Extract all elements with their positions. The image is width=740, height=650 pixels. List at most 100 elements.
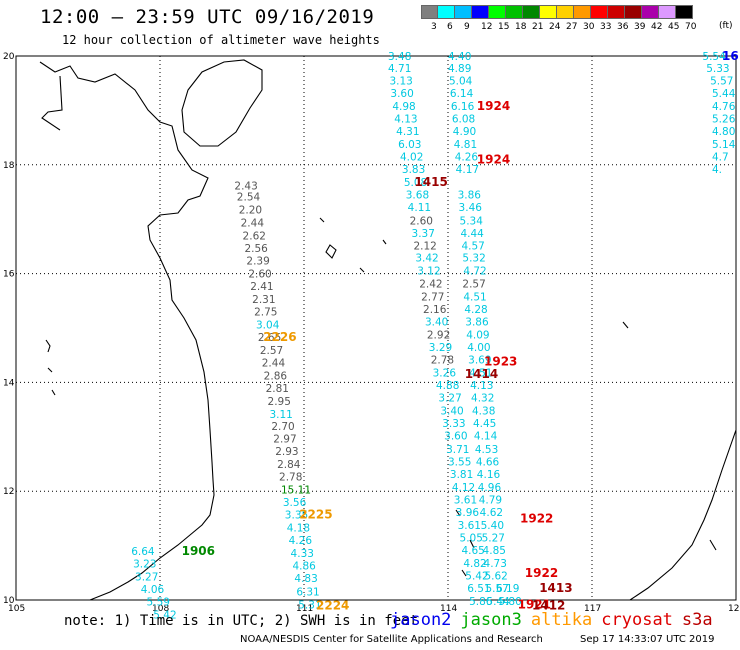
wave-height-value: 3.83 <box>402 164 425 176</box>
reef-2 <box>382 239 387 245</box>
wave-height-value: 4.38 <box>472 406 495 418</box>
wave-height-value: 4.31 <box>396 126 419 138</box>
lon-tick-label: 117 <box>584 604 601 614</box>
wave-height-value: 4.51 <box>463 291 486 303</box>
hainan-coastline <box>181 59 263 147</box>
satellite-legend: jason2 jason3 altika cryosat s3a <box>390 610 722 630</box>
legend-label: 33 <box>600 22 612 32</box>
legend-swatch: 12 <box>472 5 492 32</box>
pass-time-label: 1906 <box>182 544 215 558</box>
wave-height-value: 4.96 <box>478 482 502 494</box>
lat-tick-label: 20 <box>3 52 15 62</box>
left-island-3 <box>51 389 56 396</box>
wave-height-value: 2.97 <box>273 433 296 445</box>
wave-height-value: 4.98 <box>392 101 415 113</box>
wave-height-value: 3.27 <box>438 393 461 405</box>
legend-label: 21 <box>532 22 544 32</box>
wave-height-value: 3.60 <box>390 88 413 100</box>
wave-height-value: 3.86 <box>458 190 482 202</box>
wave-height-value: 4.82 <box>463 558 486 570</box>
legend-swatch: 42 <box>642 5 662 32</box>
pass-time-label: 16 <box>722 49 739 63</box>
wave-height-value: 3.37 <box>412 228 435 240</box>
satellite-label: altika <box>530 610 593 630</box>
pass-time-label: 1415 <box>414 175 447 189</box>
legend-label: 45 <box>668 22 680 32</box>
pass-time-label: 1414 <box>465 367 498 381</box>
legend-label: 42 <box>651 22 663 32</box>
pass-time-label: 1921 <box>518 597 551 611</box>
wave-height-value: 6.03 <box>398 139 421 151</box>
wave-height-value: 6.19 <box>496 583 519 595</box>
wave-height-value: 2.60 <box>410 215 433 227</box>
wave-height-value: 5.62 <box>484 571 507 583</box>
wave-height-value: 2.70 <box>271 421 294 433</box>
legend-swatch: 24 <box>540 5 560 32</box>
wave-height-value: 5.42 <box>153 610 176 622</box>
wave-height-value: 2.75 <box>254 307 277 319</box>
wave-height-value: 5.40 <box>481 520 504 532</box>
wave-height-value: 3.23 <box>133 559 156 571</box>
wave-height-value: 4.06 <box>141 584 165 596</box>
axis-tick-labels: 105108111114117120201816141210 <box>3 52 740 614</box>
wave-height-value: 5.44 <box>712 88 736 100</box>
reef-1 <box>319 217 325 223</box>
pass-time-label: 2225 <box>299 508 332 522</box>
footer-note: note: 1) Time is in UTC; 2) SWH is in fe… <box>64 613 419 629</box>
credit-line: NOAA/NESDIS Center for Satellite Applica… <box>240 634 543 645</box>
wave-height-value: 2.39 <box>246 256 269 268</box>
wave-height-value: 4.26 <box>455 152 479 164</box>
lat-tick-label: 14 <box>3 378 15 388</box>
wave-height-value: 5.27 <box>482 532 505 544</box>
map-frame <box>15 55 737 601</box>
wave-height-value: 4.7 <box>712 152 729 164</box>
vietnam-coastline <box>39 61 215 601</box>
wave-height-value: 3.81 <box>450 469 473 481</box>
wave-height-value: 5.05 <box>460 532 483 544</box>
gulf-coast <box>41 75 63 131</box>
wave-height-value: 4.28 <box>464 304 487 316</box>
lat-tick-label: 18 <box>3 161 15 171</box>
left-island-1 <box>45 339 51 353</box>
satellite-label: jason3 <box>460 610 522 630</box>
reef-3 <box>359 267 365 273</box>
wave-height-value: 4.79 <box>479 494 502 506</box>
wave-height-value: 3.96 <box>456 507 480 519</box>
lat-tick-label: 12 <box>3 487 14 497</box>
satellite-label: cryosat <box>601 610 673 630</box>
lon-tick-label: 108 <box>152 604 169 614</box>
lat-tick-label: 16 <box>3 270 15 280</box>
satellite-label: jason2 <box>390 610 452 630</box>
lon-tick-label: 105 <box>8 604 25 614</box>
legend-label: 9 <box>464 22 470 32</box>
wave-height-value: 6.14 <box>450 88 474 100</box>
wave-height-value: 3.40 <box>425 316 448 328</box>
legend-label: 6 <box>447 22 453 32</box>
wave-height-value: 5.33 <box>706 63 729 75</box>
wave-height-value: 5.86 <box>469 596 493 608</box>
wave-height-value: 3.26 <box>433 368 457 380</box>
pass-time-label: 2226 <box>263 330 296 344</box>
wave-height-value: 3.86 <box>465 316 489 328</box>
legend-swatch: 15 <box>489 5 509 32</box>
wave-height-value: 4.33 <box>291 548 314 560</box>
wave-height-value: 3.27 <box>135 572 158 584</box>
legend-label: 36 <box>617 22 629 32</box>
pass-time-label: 2224 <box>316 598 349 612</box>
wave-height-value: 3.42 <box>415 252 438 264</box>
legend-unit: (ft) <box>719 21 733 31</box>
wave-height-value: 2.65 <box>258 332 281 344</box>
wave-height-value: 4.32 <box>471 393 494 405</box>
pass-time-label: 1924 <box>477 99 510 113</box>
pass-time-label: 1923 <box>484 355 517 369</box>
pass-time-label: 1922 <box>520 511 553 525</box>
wave-height-value: 4.53 <box>475 444 498 456</box>
wave-height-value: 5.57 <box>485 583 508 595</box>
wave-height-value: 2.20 <box>239 204 262 216</box>
wave-height-value: 15.11 <box>281 485 311 497</box>
legend-swatch: 36 <box>608 5 628 32</box>
wave-height-value: 3.61 <box>458 520 481 532</box>
wave-height-value: 3.40 <box>440 406 463 418</box>
spratly-reef-2 <box>469 539 475 549</box>
